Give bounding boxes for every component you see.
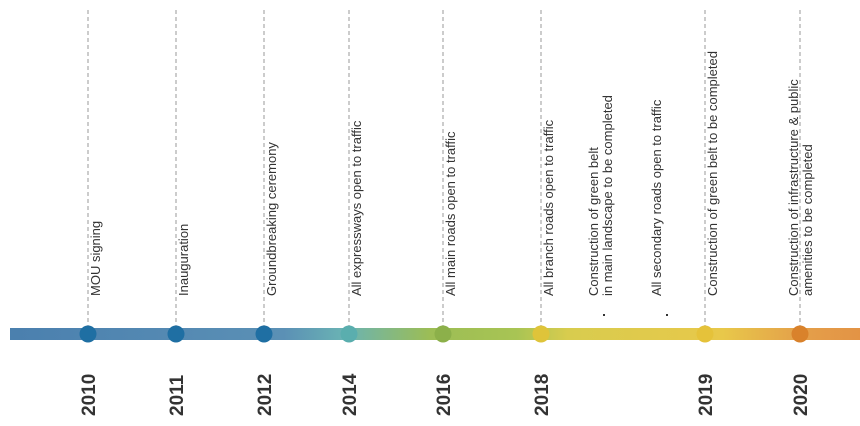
- timeline-event: Construction of infrastructure & public a…: [786, 10, 815, 416]
- event-label: MOU signing: [88, 221, 103, 296]
- timeline-node: [167, 325, 185, 343]
- timeline-event: MOU signing 2010: [79, 10, 103, 416]
- timeline-node: [696, 325, 714, 343]
- event-label: Construction of green belt to be complet…: [705, 51, 720, 296]
- timeline-event: Groundbreaking ceremony 2012: [255, 10, 279, 416]
- year-label: 2020: [791, 374, 812, 416]
- event-label: Groundbreaking ceremony: [264, 142, 279, 296]
- event-marker-dot: [603, 314, 605, 316]
- event-label: All main roads open to traffic: [443, 131, 458, 296]
- event-label: in main landscape to be completed: [600, 95, 615, 296]
- timeline-node: [79, 325, 97, 343]
- timeline-event: All branch roads open to traffic 2018: [532, 10, 556, 416]
- event-label: Inauguration: [176, 224, 191, 296]
- event-label: Construction of infrastructure & public: [786, 79, 801, 296]
- year-label: 2018: [532, 374, 553, 416]
- event-label: amenities to be completed: [800, 144, 815, 296]
- timeline-node: [532, 325, 550, 343]
- year-label: 2011: [167, 374, 188, 416]
- timeline-event: Inauguration 2011: [167, 10, 191, 416]
- year-label: 2014: [340, 373, 361, 416]
- event-marker-dot: [666, 314, 668, 316]
- event-label: Construction of green belt: [586, 147, 601, 296]
- timeline-event: Construction of green belt to be complet…: [696, 10, 720, 416]
- event-label: All expressways open to traffic: [349, 120, 364, 296]
- timeline-node: [255, 325, 273, 343]
- timeline-event: All main roads open to traffic 2016: [434, 10, 458, 416]
- timeline-event: Construction of green belt in main landsc…: [586, 95, 615, 316]
- timeline-node: [791, 325, 809, 343]
- year-label: 2010: [79, 374, 100, 416]
- timeline-event: All expressways open to traffic 2014: [340, 10, 364, 416]
- year-label: 2016: [434, 374, 455, 416]
- event-label: All branch roads open to traffic: [541, 119, 556, 296]
- event-label: All secondary roads open to traffic: [649, 99, 664, 296]
- year-label: 2012: [255, 374, 276, 416]
- year-label: 2019: [696, 374, 717, 416]
- timeline-event: All secondary roads open to traffic: [649, 99, 668, 316]
- timeline-node: [340, 325, 358, 343]
- timeline-node: [434, 325, 452, 343]
